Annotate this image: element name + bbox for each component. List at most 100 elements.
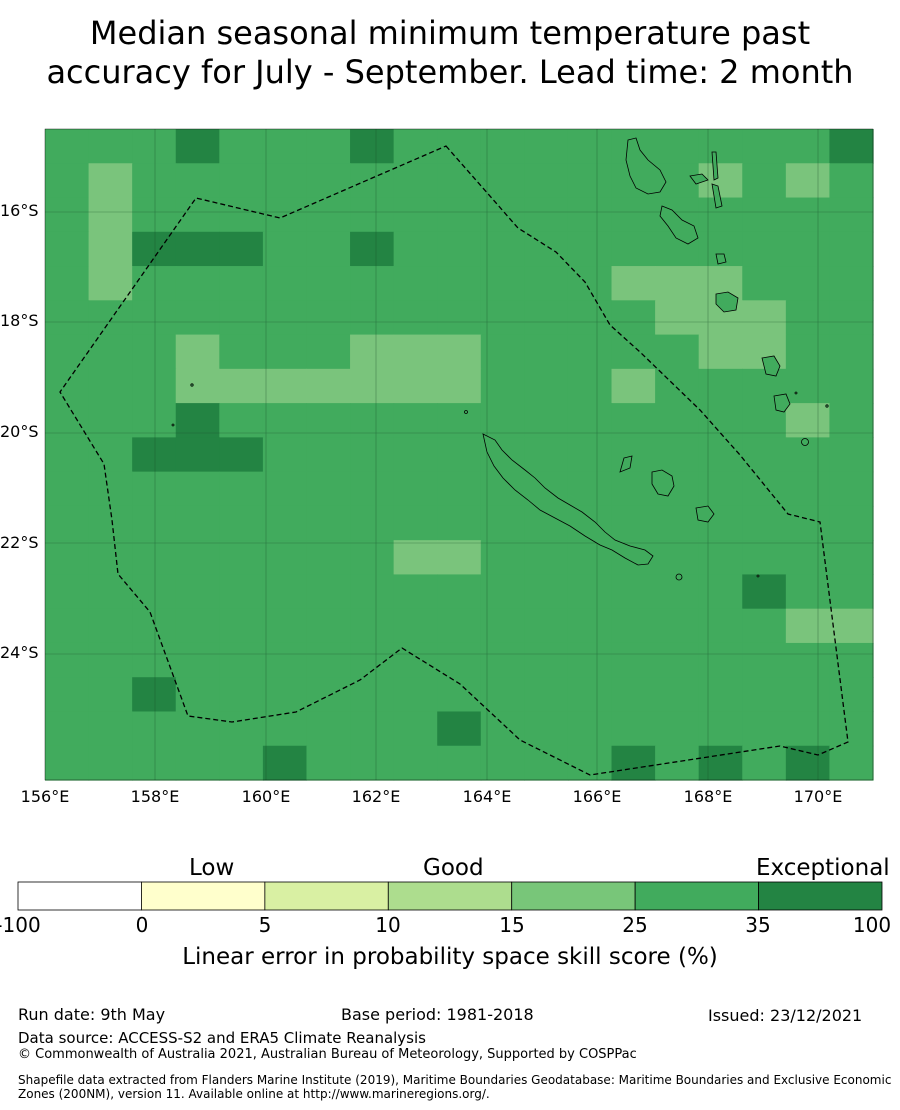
skill-cell — [611, 505, 656, 541]
skill-cell — [219, 711, 264, 747]
skill-cell — [698, 403, 743, 438]
skill-cell — [437, 540, 482, 576]
map-gridlines — [45, 129, 873, 780]
skill-cell — [132, 197, 177, 233]
skill-cell — [219, 129, 264, 164]
skill-cell — [698, 642, 743, 678]
skill-cell — [306, 163, 351, 199]
skill-cell — [655, 608, 700, 644]
skill-cell — [742, 574, 787, 610]
lat-label-18s: 18°S — [0, 311, 39, 330]
island-reef-c — [171, 423, 175, 427]
skill-cell — [45, 471, 90, 507]
skill-cell — [306, 197, 351, 233]
skill-cell — [88, 505, 133, 541]
skill-cell — [306, 129, 351, 164]
skill-cell — [480, 540, 525, 576]
skill-cell — [611, 197, 656, 233]
skill-cell — [524, 163, 569, 199]
skill-cell — [306, 300, 351, 336]
skill-cell — [350, 300, 395, 336]
skill-cell — [567, 300, 613, 336]
skill-cell — [262, 574, 308, 610]
skill-cell — [175, 642, 220, 678]
skill-cell — [785, 711, 831, 747]
skill-cell — [611, 677, 656, 713]
island-mare — [695, 505, 715, 523]
skill-cell — [480, 711, 525, 747]
skill-cell — [393, 437, 438, 473]
skill-cell — [219, 368, 264, 404]
skill-cell — [45, 403, 90, 438]
island-reef-d — [825, 404, 829, 408]
skill-cell — [829, 471, 874, 507]
skill-cell — [785, 300, 831, 336]
skill-cell — [132, 745, 177, 781]
island-lifou — [651, 469, 675, 497]
skill-cell — [219, 642, 264, 678]
skill-cell — [524, 745, 569, 781]
skill-cell — [567, 266, 613, 301]
skill-cell — [88, 266, 133, 301]
skill-cell — [350, 745, 395, 781]
islands — [171, 137, 829, 581]
colorbar-segment — [141, 881, 266, 911]
skill-cell — [393, 745, 438, 781]
skill-cell — [306, 745, 351, 781]
skill-cell — [655, 368, 700, 404]
skill-cell — [175, 300, 220, 336]
skill-cell — [524, 642, 569, 678]
skill-cell — [175, 574, 220, 610]
skill-cell — [175, 231, 220, 267]
island-efate — [715, 291, 739, 313]
skill-cell — [437, 197, 482, 233]
skill-cell — [219, 745, 264, 781]
skill-cell — [698, 677, 743, 713]
skill-cell — [480, 231, 525, 267]
skill-cell — [829, 334, 874, 370]
colorbar — [17, 881, 883, 911]
skill-cell — [175, 334, 220, 370]
issued-date: Issued: 23/12/2021 — [708, 1006, 863, 1025]
skill-cell — [742, 505, 787, 541]
copyright-notice: © Commonwealth of Australia 2021, Austra… — [18, 1047, 637, 1062]
skill-cell — [742, 163, 787, 199]
skill-cell — [785, 129, 831, 164]
skill-cell — [219, 231, 264, 267]
skill-cell — [655, 642, 700, 678]
lat-label-20s: 20°S — [0, 422, 39, 441]
skill-cell — [698, 540, 743, 576]
skill-cell — [175, 677, 220, 713]
lat-label-24s: 24°S — [0, 643, 39, 662]
skill-cell — [611, 745, 656, 781]
skill-cell — [132, 437, 177, 473]
skill-cell — [262, 266, 308, 301]
skill-cell — [306, 608, 351, 644]
skill-cell — [393, 403, 438, 438]
lon-label-156e: 156°E — [20, 787, 70, 806]
skill-cell — [742, 231, 787, 267]
skill-cell — [132, 129, 177, 164]
skill-cell — [393, 368, 438, 404]
skill-cell — [437, 437, 482, 473]
lon-label-164e: 164°E — [462, 787, 512, 806]
island-maewo — [711, 151, 719, 181]
skill-cell — [698, 471, 743, 507]
skill-cell — [655, 574, 700, 610]
skill-cell — [350, 608, 395, 644]
skill-cell — [132, 163, 177, 199]
skill-cell — [829, 540, 874, 576]
skill-cell — [829, 711, 874, 747]
skill-cell — [785, 608, 831, 644]
skill-cell — [524, 608, 569, 644]
skill-cell — [350, 368, 395, 404]
skill-cell — [742, 300, 787, 336]
skill-cell — [132, 368, 177, 404]
skill-cell — [698, 437, 743, 473]
skill-cell — [350, 163, 395, 199]
skill-cell — [219, 437, 264, 473]
skill-cell — [829, 129, 874, 164]
skill-cell — [262, 163, 308, 199]
lon-label-158e: 158°E — [130, 787, 180, 806]
skill-cell — [45, 163, 90, 199]
